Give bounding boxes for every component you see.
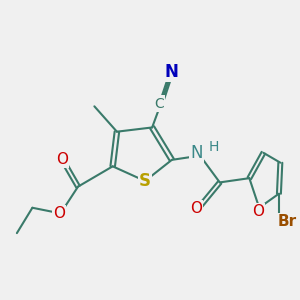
Text: Br: Br (277, 214, 296, 229)
Text: O: O (190, 201, 202, 216)
Text: C: C (154, 97, 164, 110)
Text: O: O (56, 152, 68, 167)
Text: S: S (139, 172, 151, 190)
Text: O: O (252, 205, 264, 220)
Text: H: H (208, 140, 219, 154)
Text: O: O (53, 206, 65, 221)
Text: N: N (165, 63, 179, 81)
Text: N: N (190, 144, 203, 162)
